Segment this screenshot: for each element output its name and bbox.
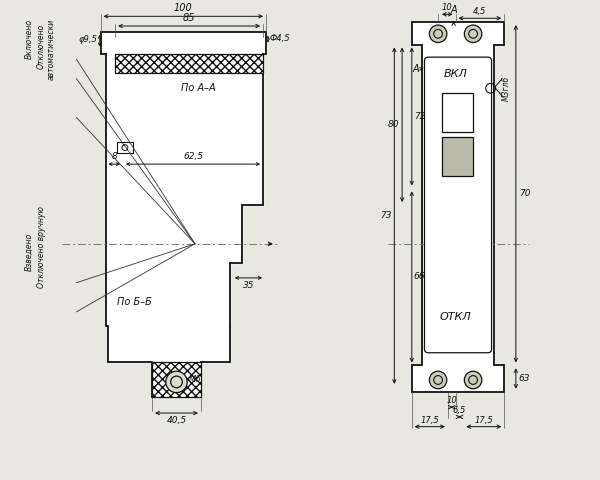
Text: 4,5: 4,5 xyxy=(473,7,487,16)
Text: 6,5: 6,5 xyxy=(453,406,466,415)
Text: 40,5: 40,5 xyxy=(166,416,187,425)
Text: автоматически: автоматически xyxy=(47,19,56,81)
Polygon shape xyxy=(412,22,504,392)
Text: 85: 85 xyxy=(183,13,196,23)
Text: 100: 100 xyxy=(174,3,193,13)
Text: 17,5: 17,5 xyxy=(475,416,493,425)
Text: Ф4,5: Ф4,5 xyxy=(270,34,290,43)
Text: 35: 35 xyxy=(243,281,254,290)
Text: 73: 73 xyxy=(380,211,391,220)
Text: 72: 72 xyxy=(414,112,425,121)
Text: ВКЛ: ВКЛ xyxy=(443,69,467,79)
Circle shape xyxy=(430,25,447,43)
Text: По Б–Б: По Б–Б xyxy=(117,297,152,307)
Text: М3гл6: М3гл6 xyxy=(502,76,511,101)
Text: Отключено вручную: Отключено вручную xyxy=(37,206,46,288)
Polygon shape xyxy=(101,32,266,397)
Circle shape xyxy=(430,371,447,389)
Text: 66: 66 xyxy=(414,273,425,281)
Text: 17,5: 17,5 xyxy=(421,416,439,425)
Circle shape xyxy=(464,371,482,389)
Bar xyxy=(152,362,201,397)
Text: 62,5: 62,5 xyxy=(183,152,203,161)
Text: А: А xyxy=(413,64,419,74)
Text: 70: 70 xyxy=(519,189,530,198)
Circle shape xyxy=(464,25,482,43)
Bar xyxy=(115,54,263,72)
Text: 10: 10 xyxy=(442,3,452,12)
Text: Взведено: Взведено xyxy=(25,233,34,271)
FancyBboxPatch shape xyxy=(424,57,491,353)
Text: М6: М6 xyxy=(189,374,202,384)
Text: φ9,5: φ9,5 xyxy=(79,35,98,44)
Text: 63: 63 xyxy=(519,374,530,383)
Bar xyxy=(442,137,473,176)
Text: ОТКЛ: ОТКЛ xyxy=(440,312,472,322)
Text: 8: 8 xyxy=(112,152,117,161)
Text: Отключено: Отключено xyxy=(37,24,46,69)
Text: А: А xyxy=(451,5,457,15)
Text: Включено: Включено xyxy=(25,19,34,59)
Bar xyxy=(442,93,473,132)
Circle shape xyxy=(166,371,187,393)
Text: По А–А: По А–А xyxy=(181,83,215,93)
Text: 80: 80 xyxy=(388,120,399,129)
Text: 10: 10 xyxy=(446,396,457,405)
